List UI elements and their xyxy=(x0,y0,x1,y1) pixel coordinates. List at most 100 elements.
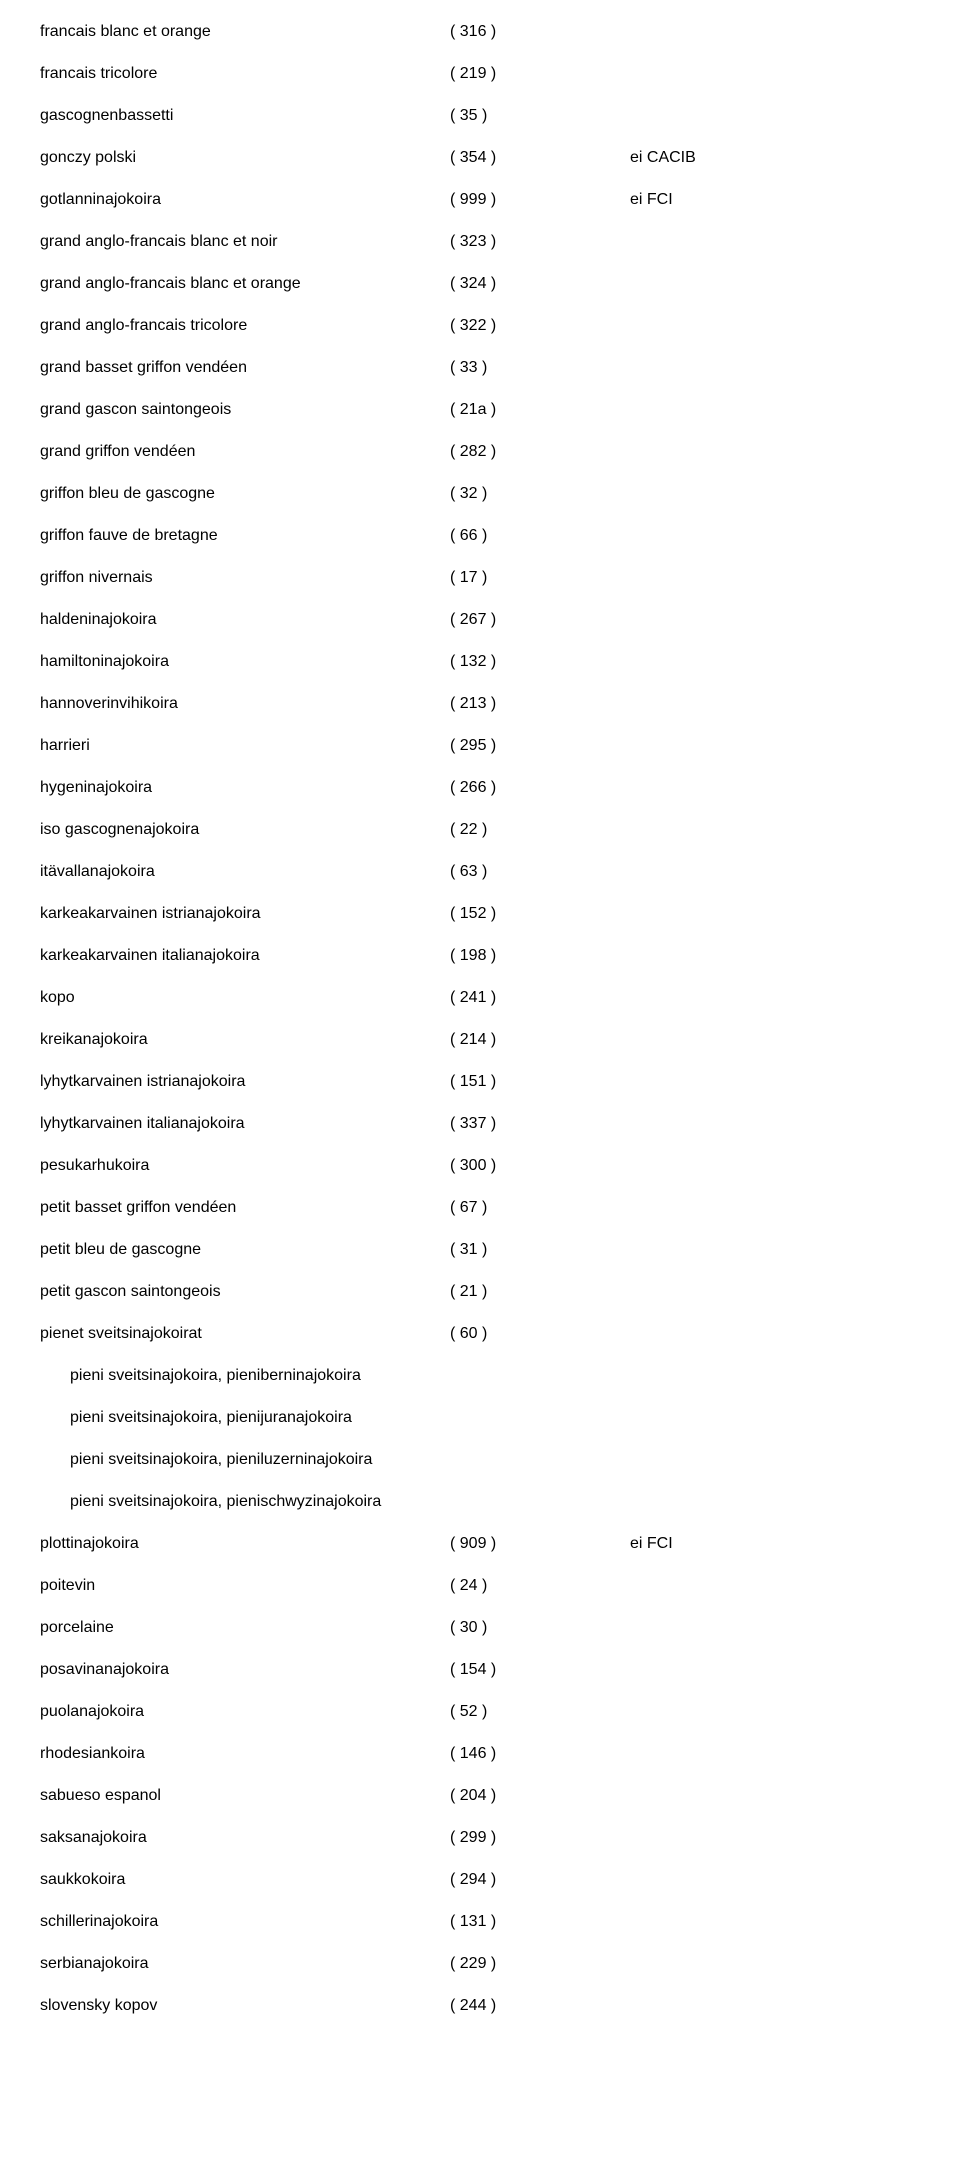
breed-code: ( 35 ) xyxy=(450,104,630,128)
breed-name: lyhytkarvainen istrianajokoira xyxy=(40,1070,450,1094)
breed-name: grand gascon saintongeois xyxy=(40,398,450,422)
breed-code: ( 322 ) xyxy=(450,314,630,338)
list-row: poitevin( 24 ) xyxy=(40,1574,920,1598)
list-row: gonczy polski( 354 )ei CACIB xyxy=(40,146,920,170)
list-row: puolanajokoira( 52 ) xyxy=(40,1700,920,1724)
list-row: petit gascon saintongeois( 21 ) xyxy=(40,1280,920,1304)
list-row: griffon fauve de bretagne( 66 ) xyxy=(40,524,920,548)
list-row: francais blanc et orange( 316 ) xyxy=(40,20,920,44)
breed-name: pieni sveitsinajokoira, pieniberninajoko… xyxy=(40,1364,450,1388)
breed-code: ( 214 ) xyxy=(450,1028,630,1052)
list-row: kreikanajokoira( 214 ) xyxy=(40,1028,920,1052)
list-row: pieni sveitsinajokoira, pieniberninajoko… xyxy=(40,1364,920,1388)
breed-name: pieni sveitsinajokoira, pienischwyzinajo… xyxy=(40,1490,450,1514)
breed-code: ( 33 ) xyxy=(450,356,630,380)
list-row: sabueso espanol( 204 ) xyxy=(40,1784,920,1808)
breed-code: ( 32 ) xyxy=(450,482,630,506)
breed-name: schillerinajokoira xyxy=(40,1910,450,1934)
breed-code: ( 154 ) xyxy=(450,1658,630,1682)
breed-name: grand anglo-francais blanc et noir xyxy=(40,230,450,254)
breed-name: iso gascognenajokoira xyxy=(40,818,450,842)
breed-code: ( 213 ) xyxy=(450,692,630,716)
breed-code: ( 67 ) xyxy=(450,1196,630,1220)
breed-name: poitevin xyxy=(40,1574,450,1598)
list-row: pieni sveitsinajokoira, pieniluzerninajo… xyxy=(40,1448,920,1472)
breed-code: ( 294 ) xyxy=(450,1868,630,1892)
list-row: saukkokoira( 294 ) xyxy=(40,1868,920,1892)
breed-code: ( 316 ) xyxy=(450,20,630,44)
breed-name: itävallanajokoira xyxy=(40,860,450,884)
breed-code: ( 266 ) xyxy=(450,776,630,800)
list-row: grand anglo-francais tricolore( 322 ) xyxy=(40,314,920,338)
breed-code: ( 21 ) xyxy=(450,1280,630,1304)
list-row: grand griffon vendéen( 282 ) xyxy=(40,440,920,464)
list-row: grand anglo-francais blanc et noir( 323 … xyxy=(40,230,920,254)
list-row: pieni sveitsinajokoira, pienijuranajokoi… xyxy=(40,1406,920,1430)
breed-code: ( 267 ) xyxy=(450,608,630,632)
breed-name: slovensky kopov xyxy=(40,1994,450,2018)
breed-code: ( 152 ) xyxy=(450,902,630,926)
breed-code: ( 132 ) xyxy=(450,650,630,674)
breed-name: petit basset griffon vendéen xyxy=(40,1196,450,1220)
breed-code: ( 324 ) xyxy=(450,272,630,296)
breed-name: petit gascon saintongeois xyxy=(40,1280,450,1304)
breed-name: gascognenbassetti xyxy=(40,104,450,128)
breed-code: ( 299 ) xyxy=(450,1826,630,1850)
list-row: pesukarhukoira( 300 ) xyxy=(40,1154,920,1178)
breed-code: ( 22 ) xyxy=(450,818,630,842)
breed-name: pesukarhukoira xyxy=(40,1154,450,1178)
breed-code: ( 337 ) xyxy=(450,1112,630,1136)
breed-name: grand basset griffon vendéen xyxy=(40,356,450,380)
breed-name: grand anglo-francais blanc et orange xyxy=(40,272,450,296)
breed-name: petit bleu de gascogne xyxy=(40,1238,450,1262)
breed-name: grand anglo-francais tricolore xyxy=(40,314,450,338)
breed-name: rhodesiankoira xyxy=(40,1742,450,1766)
list-row: gotlanninajokoira( 999 )ei FCI xyxy=(40,188,920,212)
breed-name: griffon nivernais xyxy=(40,566,450,590)
breed-name: puolanajokoira xyxy=(40,1700,450,1724)
list-row: saksanajokoira( 299 ) xyxy=(40,1826,920,1850)
list-row: hannoverinvihikoira( 213 ) xyxy=(40,692,920,716)
list-row: schillerinajokoira( 131 ) xyxy=(40,1910,920,1934)
list-row: hygeninajokoira( 266 ) xyxy=(40,776,920,800)
list-row: rhodesiankoira( 146 ) xyxy=(40,1742,920,1766)
breed-code: ( 60 ) xyxy=(450,1322,630,1346)
list-row: grand basset griffon vendéen( 33 ) xyxy=(40,356,920,380)
breed-code: ( 66 ) xyxy=(450,524,630,548)
breed-name: sabueso espanol xyxy=(40,1784,450,1808)
breed-name: pienet sveitsinajokoirat xyxy=(40,1322,450,1346)
breed-code: ( 244 ) xyxy=(450,1994,630,2018)
list-row: griffon nivernais( 17 ) xyxy=(40,566,920,590)
breed-name: lyhytkarvainen italianajokoira xyxy=(40,1112,450,1136)
breed-code: ( 131 ) xyxy=(450,1910,630,1934)
list-row: grand anglo-francais blanc et orange( 32… xyxy=(40,272,920,296)
breed-code: ( 323 ) xyxy=(450,230,630,254)
breed-name: harrieri xyxy=(40,734,450,758)
list-row: lyhytkarvainen istrianajokoira( 151 ) xyxy=(40,1070,920,1094)
list-row: porcelaine( 30 ) xyxy=(40,1616,920,1640)
breed-name: haldeninajokoira xyxy=(40,608,450,632)
list-row: posavinanajokoira( 154 ) xyxy=(40,1658,920,1682)
breed-name: gonczy polski xyxy=(40,146,450,170)
list-row: harrieri( 295 ) xyxy=(40,734,920,758)
breed-code: ( 63 ) xyxy=(450,860,630,884)
list-row: petit bleu de gascogne( 31 ) xyxy=(40,1238,920,1262)
list-row: hamiltoninajokoira( 132 ) xyxy=(40,650,920,674)
breed-code: ( 17 ) xyxy=(450,566,630,590)
breed-name: serbianajokoira xyxy=(40,1952,450,1976)
breed-code: ( 198 ) xyxy=(450,944,630,968)
breed-code: ( 219 ) xyxy=(450,62,630,86)
breed-code: ( 241 ) xyxy=(450,986,630,1010)
breed-name: pieni sveitsinajokoira, pieniluzerninajo… xyxy=(40,1448,450,1472)
breed-code: ( 229 ) xyxy=(450,1952,630,1976)
breed-code: ( 909 ) xyxy=(450,1532,630,1556)
breed-name: saukkokoira xyxy=(40,1868,450,1892)
breed-name: griffon fauve de bretagne xyxy=(40,524,450,548)
list-row: pienet sveitsinajokoirat( 60 ) xyxy=(40,1322,920,1346)
breed-name: plottinajokoira xyxy=(40,1532,450,1556)
breed-name: francais blanc et orange xyxy=(40,20,450,44)
list-row: pieni sveitsinajokoira, pienischwyzinajo… xyxy=(40,1490,920,1514)
breed-code: ( 300 ) xyxy=(450,1154,630,1178)
breed-list: francais blanc et orange( 316 )francais … xyxy=(40,20,920,2018)
breed-code: ( 151 ) xyxy=(450,1070,630,1094)
